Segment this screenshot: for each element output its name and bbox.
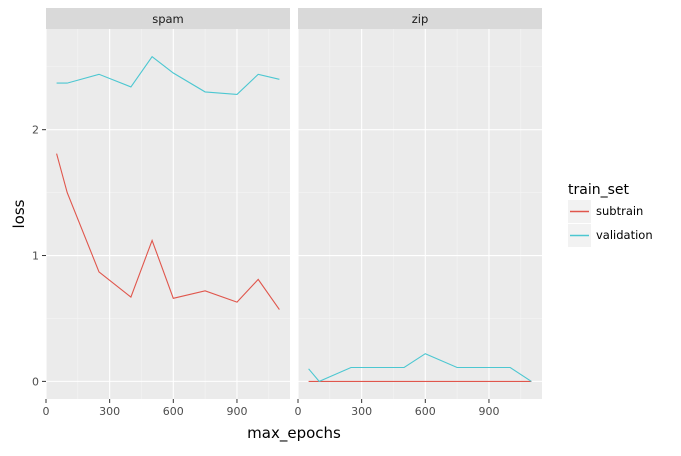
axes: 0 300 600 900 0 300 600 900 0 1 2: [32, 124, 499, 418]
x-tick-label: 900: [478, 405, 499, 418]
x-axis-label: max_epochs: [247, 424, 341, 443]
series-line-spam-validation: [56, 55, 280, 95]
facet-panels: spam zip: [45, 8, 542, 399]
series-line-zip-validation: [308, 353, 532, 383]
x-tick-label: 300: [351, 405, 372, 418]
facet-strip-label: spam: [152, 12, 184, 26]
x-tick-label: 900: [226, 405, 247, 418]
y-axis-label: loss: [10, 199, 28, 228]
x-tick-label: 600: [163, 405, 184, 418]
y-tick-label: 1: [32, 250, 39, 263]
facet-strip-zip: [298, 8, 542, 29]
legend-label-validation: validation: [596, 228, 653, 242]
legend-label-subtrain: subtrain: [596, 204, 643, 218]
series-line-spam-subtrain: [56, 153, 280, 310]
facet-strip-spam: [46, 8, 290, 29]
legend: train_set subtrain validation: [568, 182, 653, 247]
facet-strip-label: zip: [412, 12, 429, 26]
legend-title: train_set: [568, 182, 629, 198]
panel-background: [46, 29, 290, 399]
x-tick-label: 0: [43, 405, 50, 418]
x-tick-label: 600: [415, 405, 436, 418]
panel-background: [298, 29, 542, 399]
y-tick-label: 0: [32, 375, 39, 388]
x-tick-label: 0: [295, 405, 302, 418]
x-tick-label: 300: [99, 405, 120, 418]
y-tick-label: 2: [32, 124, 39, 137]
